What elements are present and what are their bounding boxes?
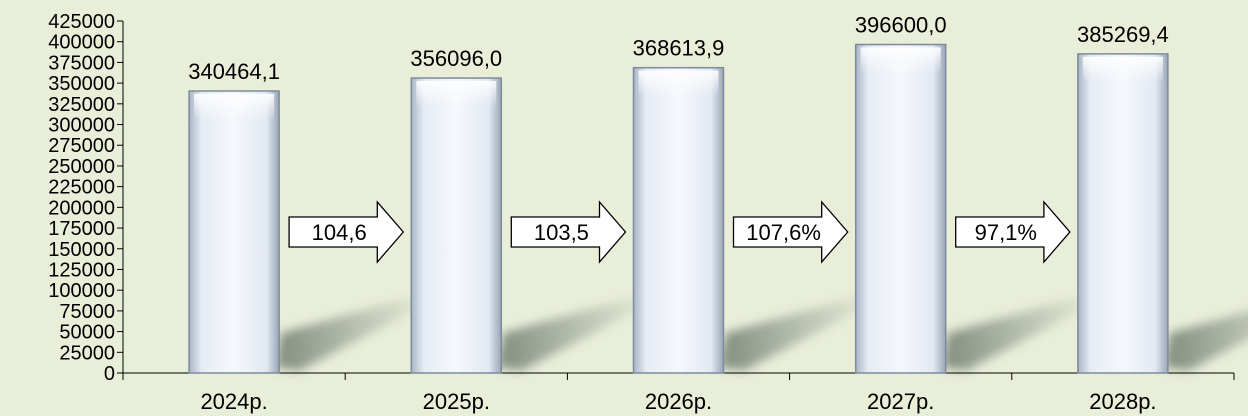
growth-arrow-label: 107,6% (746, 220, 821, 245)
bar-highlight (416, 81, 497, 108)
data-label: 356096,0 (410, 46, 502, 71)
bar-shadow (941, 295, 1096, 371)
x-tick-label: 2027р. (867, 389, 934, 414)
y-tick-label: 150000 (48, 239, 115, 261)
x-tick-label: 2025р. (423, 389, 490, 414)
data-label: 340464,1 (188, 59, 280, 84)
y-tick-label: 50000 (59, 322, 115, 344)
growth-arrow (510, 200, 627, 264)
x-tick-label: 2024р. (200, 389, 267, 414)
bar-highlight (194, 94, 275, 121)
y-tick-label: 200000 (48, 197, 115, 219)
growth-arrow (732, 200, 849, 264)
bar (188, 90, 280, 374)
data-label: 385269,4 (1077, 22, 1169, 47)
y-tick-label: 350000 (48, 73, 115, 95)
y-tick-label: 0 (104, 363, 115, 385)
x-tick-label: 2028р. (1089, 389, 1156, 414)
bar (854, 43, 947, 374)
y-tick-label: 300000 (48, 115, 115, 137)
y-tick-label: 25000 (59, 342, 115, 364)
y-tick-label: 75000 (59, 301, 115, 323)
growth-arrow (955, 200, 1071, 264)
bar-shadow (1163, 311, 1248, 371)
y-tick-label: 125000 (48, 259, 115, 281)
bar-highlight (860, 47, 941, 74)
bar (1077, 53, 1169, 374)
bar-shadow (275, 295, 430, 371)
growth-arrow-label: 97,1% (975, 220, 1037, 245)
y-tick-label: 100000 (48, 280, 115, 302)
y-tick-label: 175000 (48, 218, 115, 240)
growth-arrow-label: 103,5 (534, 220, 589, 245)
y-tick-label: 375000 (48, 52, 115, 74)
bar-shadow (719, 295, 874, 371)
y-tick-label: 425000 (48, 11, 115, 33)
x-tick-label: 2026р. (645, 389, 712, 414)
bar-highlight (1082, 56, 1163, 83)
y-tick-label: 400000 (48, 32, 115, 54)
bar (632, 66, 725, 374)
growth-arrow-label: 104,6 (312, 220, 367, 245)
y-tick-label: 325000 (48, 94, 115, 116)
data-label: 396600,0 (855, 13, 947, 38)
y-tick-label: 275000 (48, 135, 115, 157)
growth-arrow (288, 200, 405, 264)
bar-highlight (638, 70, 719, 97)
y-tick-label: 225000 (48, 177, 115, 199)
y-tick-label: 250000 (48, 156, 115, 178)
bar (410, 77, 503, 374)
data-label: 368613,9 (633, 36, 725, 61)
bar-shadow (497, 295, 652, 371)
